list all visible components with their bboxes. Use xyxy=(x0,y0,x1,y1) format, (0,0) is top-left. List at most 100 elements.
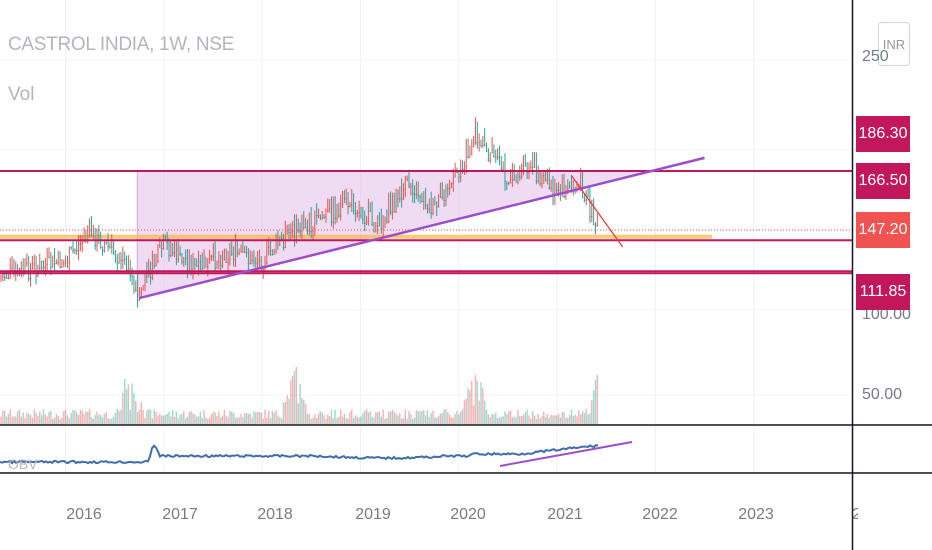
volume-bar xyxy=(587,414,589,424)
candle-body xyxy=(177,258,179,260)
obv-pane xyxy=(0,441,633,467)
volume-bar xyxy=(441,413,443,424)
candle-body xyxy=(402,198,405,200)
volume-bar xyxy=(183,411,185,424)
candle-body xyxy=(308,230,311,232)
candle-body xyxy=(592,223,595,225)
price-tag-186[interactable]: 186.30 xyxy=(856,116,910,152)
volume-bar xyxy=(160,415,163,424)
volume-bar xyxy=(546,413,549,424)
volume-bar xyxy=(142,410,144,424)
volume-bar xyxy=(550,415,552,424)
volume-bar xyxy=(369,411,371,424)
candle-body xyxy=(319,217,322,219)
candle-body xyxy=(264,268,266,270)
candle-body xyxy=(589,215,591,217)
candle-body xyxy=(66,261,69,263)
volume-bar xyxy=(123,378,126,424)
volume-bar xyxy=(264,409,266,424)
candle-body xyxy=(410,185,412,187)
candle-body xyxy=(506,183,508,185)
volume-bar xyxy=(5,416,8,424)
candle-body xyxy=(430,212,432,214)
volume-bar xyxy=(135,400,137,424)
candle-body xyxy=(55,263,58,265)
price-tag-147[interactable]: 147.20 xyxy=(856,212,910,248)
volume-bar xyxy=(269,418,272,424)
candle-body xyxy=(118,262,120,264)
candle-body xyxy=(197,265,200,267)
volume-bar xyxy=(528,415,530,424)
volume-bar xyxy=(168,411,170,424)
volume-bar xyxy=(153,409,155,424)
volume-bar xyxy=(430,413,432,424)
candle-body xyxy=(360,215,362,217)
volume-bar xyxy=(589,412,591,424)
candle-body xyxy=(101,249,104,251)
x-tick-2018: 2018 xyxy=(257,506,293,523)
candle-body xyxy=(358,212,360,214)
volume-bars xyxy=(0,366,599,424)
candle-body xyxy=(203,267,205,269)
candle-body xyxy=(467,156,469,158)
candle-body xyxy=(173,252,176,254)
candle-body xyxy=(225,261,227,263)
volume-bar xyxy=(517,409,519,424)
volume-bar xyxy=(594,379,597,424)
candle-body xyxy=(587,195,589,197)
volume-bar xyxy=(330,409,333,424)
volume-bar xyxy=(101,417,104,424)
price-tag-111[interactable]: 111.85 xyxy=(856,274,910,310)
candle-body xyxy=(465,165,467,167)
candle-body xyxy=(543,174,545,176)
candle-body xyxy=(367,221,370,223)
candle-body xyxy=(131,275,133,277)
candle-body xyxy=(249,263,251,265)
volume-bar xyxy=(570,409,573,424)
volume-bar xyxy=(325,418,327,424)
volume-bar xyxy=(214,412,216,424)
volume-bar xyxy=(9,409,11,424)
candle-body xyxy=(9,277,11,279)
candle-body xyxy=(2,275,4,277)
price-tag-166[interactable]: 166.50 xyxy=(856,163,910,199)
candle-body xyxy=(290,232,292,234)
volume-bar xyxy=(157,415,159,424)
volume-bar xyxy=(354,415,357,424)
volume-bar xyxy=(393,411,395,424)
candle-body xyxy=(509,182,512,184)
volume-bar xyxy=(555,415,558,424)
volume-bar xyxy=(347,418,349,424)
volume-bar xyxy=(293,370,296,424)
volume-bar xyxy=(299,384,301,424)
candle-body xyxy=(29,278,32,280)
candle-body xyxy=(127,269,130,271)
volume-bar xyxy=(349,412,351,424)
volume-bar xyxy=(127,384,130,424)
volume-bar xyxy=(463,400,466,424)
volume-bar xyxy=(42,409,45,424)
volume-bar xyxy=(240,414,242,424)
currency-badge[interactable]: INR xyxy=(878,22,910,66)
rising-trendline xyxy=(570,174,624,248)
candle-body xyxy=(382,228,384,230)
volume-bar xyxy=(55,414,58,424)
candle-body xyxy=(140,291,143,293)
volume-bar xyxy=(164,414,167,424)
obv-indicator-label: OBV xyxy=(8,456,38,472)
volume-bar xyxy=(376,412,379,424)
candle-body xyxy=(591,215,593,217)
volume-bar xyxy=(487,414,490,424)
volume-bar xyxy=(170,416,172,424)
volume-bar xyxy=(380,416,383,424)
volume-bar xyxy=(465,398,467,424)
volume-bar xyxy=(565,417,567,424)
candle-body xyxy=(376,225,379,227)
volume-bar xyxy=(382,409,384,424)
candle-body xyxy=(568,186,571,188)
candle-body xyxy=(64,259,67,261)
volume-bar xyxy=(7,414,10,424)
candle-body xyxy=(594,225,597,227)
candle-body xyxy=(315,215,318,217)
